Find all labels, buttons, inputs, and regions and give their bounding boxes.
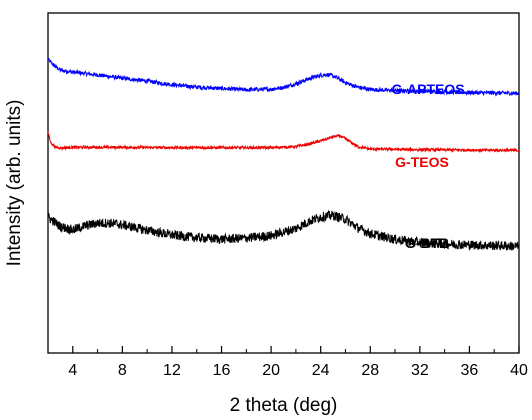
- x-axis-title: 2 theta (deg): [230, 395, 338, 416]
- x-tick-label: 4: [68, 362, 77, 379]
- series-label-g-apteos: G-APTEOS: [391, 81, 464, 97]
- x-ticks: 4 8 12 16 20 24 28 32 36 40: [47, 346, 528, 379]
- x-tick-label: 36: [461, 362, 479, 379]
- series-line-g-apteos: [47, 58, 520, 97]
- x-tick-label: 40: [510, 362, 528, 379]
- series-label-g-btb: G-BTB: [405, 235, 449, 251]
- x-tick-label: 16: [213, 362, 231, 379]
- series-label-g-teos: G-TEOS: [395, 154, 449, 170]
- x-tick-label: 8: [118, 362, 127, 379]
- x-tick-label: 28: [361, 362, 379, 379]
- x-tick-label: 32: [411, 362, 429, 379]
- series-line-g-teos: [47, 131, 520, 154]
- series-labels: G-APTEOS G-TEOS G-BTB: [391, 81, 464, 251]
- y-axis-title: Intensity (arb. units): [4, 100, 25, 267]
- x-tick-label: 24: [312, 362, 330, 379]
- x-tick-label: 20: [262, 362, 280, 379]
- plot-frame: [47, 12, 520, 354]
- series-line-g-btb: [47, 209, 520, 251]
- series-layer: [47, 58, 520, 251]
- x-tick-label: 12: [163, 362, 181, 379]
